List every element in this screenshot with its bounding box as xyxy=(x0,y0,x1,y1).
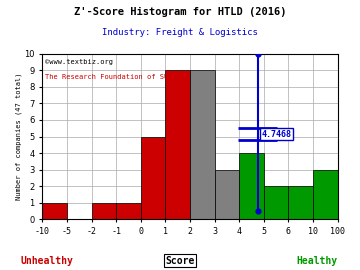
Bar xyxy=(116,203,141,220)
Text: ©www.textbiz.org: ©www.textbiz.org xyxy=(45,59,113,65)
Text: Unhealthy: Unhealthy xyxy=(21,256,73,266)
Bar xyxy=(215,170,239,220)
Bar xyxy=(165,70,190,220)
Text: Score: Score xyxy=(165,256,195,266)
Bar xyxy=(91,203,116,220)
Bar xyxy=(190,70,215,220)
Bar xyxy=(313,170,338,220)
Y-axis label: Number of companies (47 total): Number of companies (47 total) xyxy=(15,73,22,200)
Text: 4.7468: 4.7468 xyxy=(261,130,291,139)
Text: Healthy: Healthy xyxy=(296,256,337,266)
Bar xyxy=(141,137,165,220)
Bar xyxy=(239,153,264,220)
Text: Z'-Score Histogram for HTLD (2016): Z'-Score Histogram for HTLD (2016) xyxy=(74,7,286,17)
Text: The Research Foundation of SUNY: The Research Foundation of SUNY xyxy=(45,73,177,79)
Bar xyxy=(42,203,67,220)
Bar xyxy=(264,186,288,220)
Text: Industry: Freight & Logistics: Industry: Freight & Logistics xyxy=(102,28,258,37)
Bar xyxy=(288,186,313,220)
